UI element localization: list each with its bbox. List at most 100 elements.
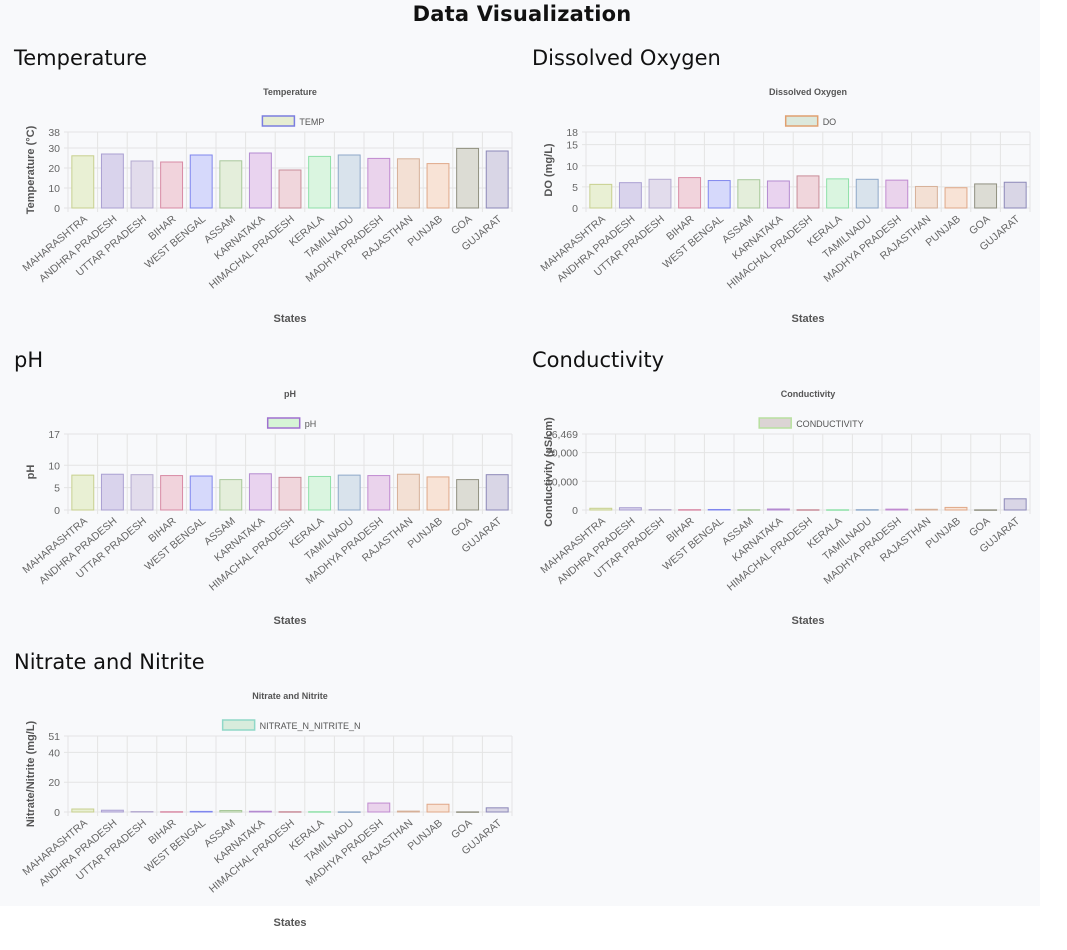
bar-tamilnadu[interactable]: [337, 474, 361, 511]
bar-goa[interactable]: [974, 509, 998, 511]
bar-west-bengal[interactable]: [707, 180, 731, 209]
bar-gujarat[interactable]: [1003, 498, 1027, 511]
bar-rajasthan[interactable]: [914, 508, 938, 511]
bar-gujarat[interactable]: [485, 807, 509, 813]
bar-assam[interactable]: [219, 160, 243, 209]
bar-rajasthan[interactable]: [396, 810, 420, 813]
bar-kerala[interactable]: [308, 155, 332, 209]
y-axis-title: pH: [25, 465, 37, 480]
bar-himachal-pradesh[interactable]: [278, 811, 302, 813]
bar-uttar-pradesh[interactable]: [648, 509, 672, 511]
legend-label: DO: [823, 117, 837, 127]
bar-west-bengal[interactable]: [189, 810, 213, 813]
bar-tamilnadu[interactable]: [337, 811, 361, 813]
bar-karnataka[interactable]: [766, 180, 790, 209]
bar-maharashtra[interactable]: [589, 183, 613, 209]
bar-assam[interactable]: [219, 479, 243, 511]
legend-label: NITRATE_N_NITRITE_N: [260, 721, 361, 731]
bar-west-bengal[interactable]: [189, 475, 213, 511]
bar-andhra-pradesh[interactable]: [618, 507, 642, 511]
y-tick-label: 0: [572, 203, 578, 215]
bar-uttar-pradesh[interactable]: [130, 160, 154, 209]
bar-punjab[interactable]: [944, 187, 968, 209]
bar-kerala[interactable]: [826, 178, 850, 209]
conductivity-heading: Conductivity: [532, 348, 664, 372]
bar-tamilnadu[interactable]: [855, 509, 879, 511]
bar-kerala[interactable]: [308, 475, 332, 511]
bar-madhya-pradesh[interactable]: [367, 802, 391, 813]
bar-himachal-pradesh[interactable]: [278, 169, 302, 209]
y-tick-label: 5: [572, 182, 578, 194]
bar-assam[interactable]: [737, 179, 761, 209]
bar-bihar[interactable]: [678, 509, 702, 511]
bar-himachal-pradesh[interactable]: [796, 175, 820, 209]
bar-karnataka[interactable]: [766, 508, 790, 511]
bar-maharashtra[interactable]: [71, 808, 95, 813]
bar-maharashtra[interactable]: [71, 155, 95, 209]
y-axis-title: Conductivity (µS/cm): [543, 417, 555, 527]
bar-madhya-pradesh[interactable]: [367, 157, 391, 209]
bar-himachal-pradesh[interactable]: [796, 509, 820, 511]
bar-west-bengal[interactable]: [707, 508, 731, 511]
bar-karnataka[interactable]: [248, 810, 272, 813]
bar-bihar[interactable]: [678, 177, 702, 209]
y-axis-title: DO (mg/L): [543, 143, 555, 196]
bar-punjab[interactable]: [426, 476, 450, 511]
bar-madhya-pradesh[interactable]: [885, 508, 909, 511]
bar-punjab[interactable]: [426, 163, 450, 209]
bar-goa[interactable]: [456, 147, 480, 209]
bar-rajasthan[interactable]: [914, 185, 938, 209]
y-tick-label: 0: [54, 505, 60, 517]
bar-assam[interactable]: [737, 509, 761, 511]
bar-karnataka[interactable]: [248, 152, 272, 209]
bar-goa[interactable]: [456, 479, 480, 511]
bar-kerala[interactable]: [826, 509, 850, 511]
bar-tamilnadu[interactable]: [337, 154, 361, 209]
bar-west-bengal[interactable]: [189, 154, 213, 209]
bar-gujarat[interactable]: [485, 150, 509, 209]
conductivity-panel: Conductivity Conductivity CONDUCTIVITY 0 10…: [532, 348, 1048, 644]
bar-andhra-pradesh[interactable]: [100, 153, 124, 209]
bar-andhra-pradesh[interactable]: [618, 182, 642, 209]
bar-gujarat[interactable]: [1003, 181, 1027, 209]
bar-assam[interactable]: [219, 810, 243, 813]
bar-kerala[interactable]: [308, 811, 332, 813]
dissolved-oxygen-panel: Dissolved Oxygen Dissolved Oxygen DO 0 5 10 1…: [532, 46, 1048, 342]
bar-rajasthan[interactable]: [396, 473, 420, 511]
chart-title: pH: [284, 389, 296, 399]
bar-madhya-pradesh[interactable]: [367, 475, 391, 511]
bar-rajasthan[interactable]: [396, 158, 420, 209]
bar-punjab[interactable]: [944, 506, 968, 511]
bar-bihar[interactable]: [160, 161, 184, 209]
bar-uttar-pradesh[interactable]: [130, 474, 154, 511]
bar-andhra-pradesh[interactable]: [100, 809, 124, 813]
bar-goa[interactable]: [974, 183, 998, 209]
bar-uttar-pradesh[interactable]: [130, 811, 154, 813]
legend-swatch[interactable]: [221, 719, 256, 731]
y-tick-label: 40: [48, 747, 60, 759]
x-axis-title: States: [273, 917, 306, 929]
bar-maharashtra[interactable]: [589, 507, 613, 511]
legend-swatch[interactable]: [266, 417, 301, 429]
y-tick-label: 51: [48, 731, 60, 743]
bar-maharashtra[interactable]: [71, 474, 95, 511]
legend-swatch[interactable]: [261, 115, 296, 127]
bar-goa[interactable]: [456, 811, 480, 813]
legend-swatch[interactable]: [758, 417, 792, 429]
legend-swatch[interactable]: [784, 115, 819, 127]
bar-uttar-pradesh[interactable]: [648, 178, 672, 209]
chart-title: Nitrate and Nitrite: [252, 691, 328, 701]
y-tick-label: 20,000: [546, 448, 578, 460]
bar-madhya-pradesh[interactable]: [885, 179, 909, 209]
bar-tamilnadu[interactable]: [855, 178, 879, 209]
bar-andhra-pradesh[interactable]: [100, 473, 124, 511]
bar-bihar[interactable]: [160, 811, 184, 813]
y-tick-label: 5: [54, 483, 60, 495]
bar-punjab[interactable]: [426, 803, 450, 813]
bar-bihar[interactable]: [160, 475, 184, 511]
bar-himachal-pradesh[interactable]: [278, 476, 302, 511]
nitrate-nitrite-panel: Nitrate and Nitrite Nitrate and Nitrite N…: [14, 650, 530, 946]
bar-gujarat[interactable]: [485, 474, 509, 511]
bar-karnataka[interactable]: [248, 473, 272, 511]
